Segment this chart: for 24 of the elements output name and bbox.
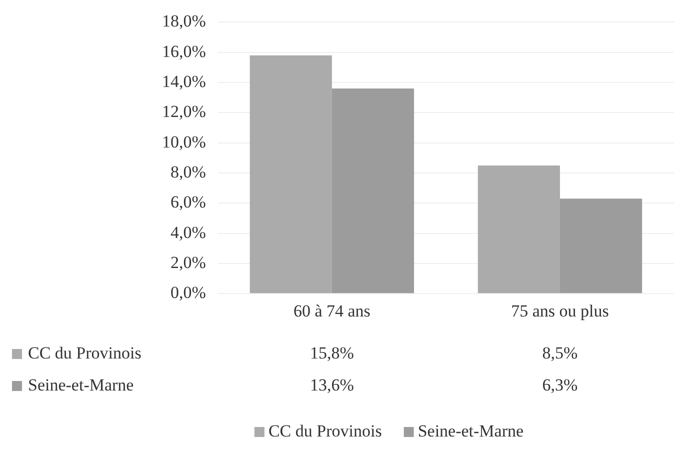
bar (478, 165, 560, 294)
text: Seine-et-Marne (28, 375, 134, 394)
data-label: 8,5% (542, 343, 578, 362)
y-tick-label: 16,0% (162, 42, 206, 61)
text: CC du Provinois (268, 421, 382, 440)
x-tick-label: 75 ans ou plus (511, 301, 609, 320)
bar (332, 88, 414, 294)
bar (250, 55, 332, 294)
y-tick-label: 4,0% (170, 222, 206, 242)
data-label: 13,6% (310, 375, 354, 394)
data-label: 6,3% (542, 375, 578, 394)
y-tick-label: 6,0% (170, 192, 206, 212)
y-tick-label: 12,0% (162, 102, 206, 122)
bar (560, 198, 642, 294)
data-label: 15,8% (310, 343, 354, 362)
y-tick-label: 18,0% (162, 12, 206, 31)
y-tick-label: 0,0% (170, 283, 206, 302)
y-tick-label: 2,0% (170, 252, 206, 272)
y-tick-label: 8,0% (170, 162, 206, 182)
legend-label: Seine-et-Marne (418, 421, 524, 440)
legend-label: CC du Provinois (28, 343, 142, 362)
y-tick-label: 10,0% (162, 132, 206, 152)
y-tick-label: 14,0% (162, 72, 206, 91)
x-tick-label: 60 à 74 ans (293, 301, 370, 320)
